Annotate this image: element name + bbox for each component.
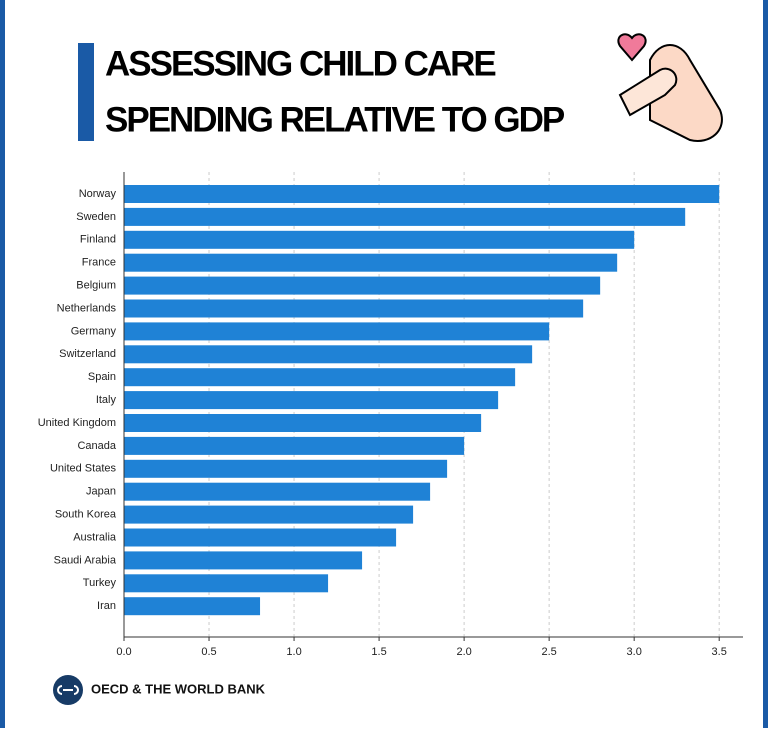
bar [124,368,516,387]
y-tick-label: Netherlands [57,302,117,314]
bar [124,230,635,249]
title-line: ASSESSING CHILD CARE [105,44,495,83]
y-tick-label: South Korea [55,509,117,521]
bar [124,253,618,272]
y-tick-label: Italy [96,394,117,406]
bar [124,436,465,455]
x-tick-label: 0.0 [116,646,131,658]
bar [124,299,584,318]
x-tick-label: 2.0 [456,646,471,658]
y-tick-label: Belgium [76,280,116,292]
bar [124,322,550,341]
bar [124,276,601,295]
y-tick-label: United Kingdom [38,417,116,429]
y-tick-label: Japan [86,486,116,498]
title-bar [78,43,94,141]
bar [124,574,329,593]
x-tick-label: 2.5 [541,646,556,658]
y-tick-label: Spain [88,371,116,383]
bar [124,459,448,478]
bar [124,551,363,570]
y-tick-label: Canada [77,440,116,452]
bar [124,345,533,364]
bar [124,482,431,501]
title-line: SPENDING RELATIVE TO GDP [105,100,565,139]
bar [124,207,686,226]
bar [124,391,499,410]
x-tick-label: 3.0 [627,646,642,658]
bar [124,505,414,524]
y-tick-label: Turkey [83,577,117,589]
y-tick-label: Australia [73,531,117,543]
y-tick-label: Finland [80,234,116,246]
y-tick-label: United States [50,463,117,475]
y-tick-label: France [82,257,116,269]
y-tick-label: Saudi Arabia [54,554,117,566]
x-tick-label: 1.0 [286,646,301,658]
x-tick-label: 0.5 [201,646,216,658]
x-tick-label: 1.5 [371,646,386,658]
hands-icon [617,33,723,142]
y-tick-label: Norway [79,188,117,200]
bar [124,185,720,203]
y-tick-label: Sweden [76,211,116,223]
plot: 0.0 0.5 1.0 1.5 2.0 2.5 3.0 3.5 Norway Sweden Finl… [38,172,743,658]
link-glyph [57,685,79,695]
x-tick-label: 3.5 [712,646,727,658]
source: OECD & THE WORLD BANK [91,681,266,696]
bar [124,528,397,547]
bar [124,414,482,432]
y-tick-label: Germany [71,325,117,337]
y-tick-label: Switzerland [59,348,116,360]
y-tick-label: Iran [97,600,116,612]
bar [124,597,261,616]
